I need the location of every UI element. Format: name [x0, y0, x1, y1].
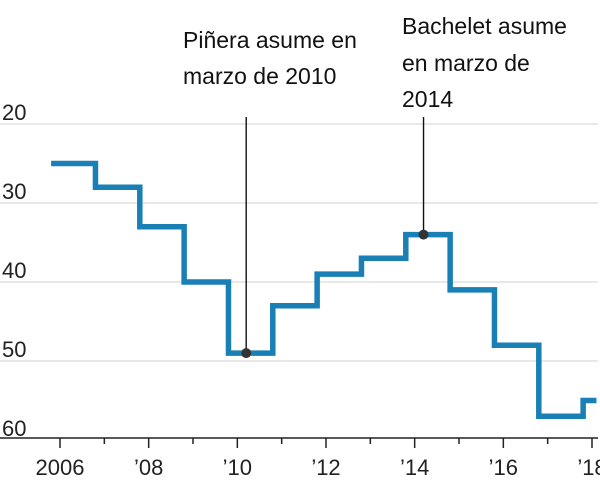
x-tick-label-2010: ’10 [223, 455, 252, 480]
annotation-marker-0 [241, 348, 252, 359]
gridlines [0, 123, 598, 362]
y-tick-label-30: 30 [2, 179, 26, 204]
y-axis-labels: 20 30 40 50 60 [2, 100, 26, 441]
x-axis [0, 437, 598, 448]
annotation-text-1-0: Bachelet asume [402, 13, 567, 39]
y-tick-label-60: 60 [2, 416, 26, 441]
series-line-0 [51, 160, 597, 420]
annotation-text-1-1: en marzo de [402, 50, 530, 76]
x-axis-labels: 2006 ’08 ’10 ’12 ’14 ’16 ’18 [36, 455, 600, 480]
annotation-text-0-0: Piñera asume en [183, 27, 357, 53]
annotation-text-1-2: 2014 [402, 86, 453, 112]
y-tick-label-20: 20 [2, 100, 26, 125]
annotation-marker-1 [418, 229, 429, 240]
x-tick-label-2016: ’16 [489, 455, 518, 480]
y-tick-label-40: 40 [2, 258, 26, 283]
annotation-text-0-1: marzo de 2010 [183, 63, 336, 89]
series-layer [51, 160, 597, 420]
x-tick-label-2018: ’18 [577, 455, 600, 480]
x-tick-label-2008: ’08 [134, 455, 163, 480]
x-tick-label-2014: ’14 [400, 455, 429, 480]
x-tick-label-2012: ’12 [311, 455, 340, 480]
x-tick-label-2006: 2006 [36, 455, 85, 480]
annotations: Piñera asume en marzo de 2010 Bachelet asu… [183, 13, 567, 359]
y-tick-label-50: 50 [2, 337, 26, 362]
